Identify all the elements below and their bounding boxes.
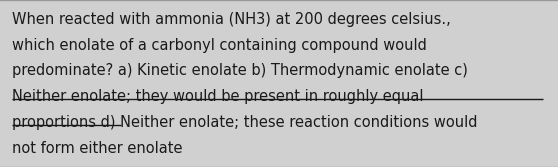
Text: proportions d) Neither enolate; these reaction conditions would: proportions d) Neither enolate; these re…: [12, 115, 478, 130]
Text: not form either enolate: not form either enolate: [12, 141, 183, 156]
Text: When reacted with ammonia (NH3) at 200 degrees celsius.,: When reacted with ammonia (NH3) at 200 d…: [12, 12, 451, 27]
Text: Neither enolate; they would be present in roughly equal: Neither enolate; they would be present i…: [12, 89, 424, 104]
Text: proportions: proportions: [0, 166, 1, 167]
Text: which enolate of a carbonyl containing compound would: which enolate of a carbonyl containing c…: [12, 38, 427, 53]
Text: predominate? a) Kinetic enolate b) Thermodynamic enolate c): predominate? a) Kinetic enolate b) Therm…: [12, 63, 468, 78]
